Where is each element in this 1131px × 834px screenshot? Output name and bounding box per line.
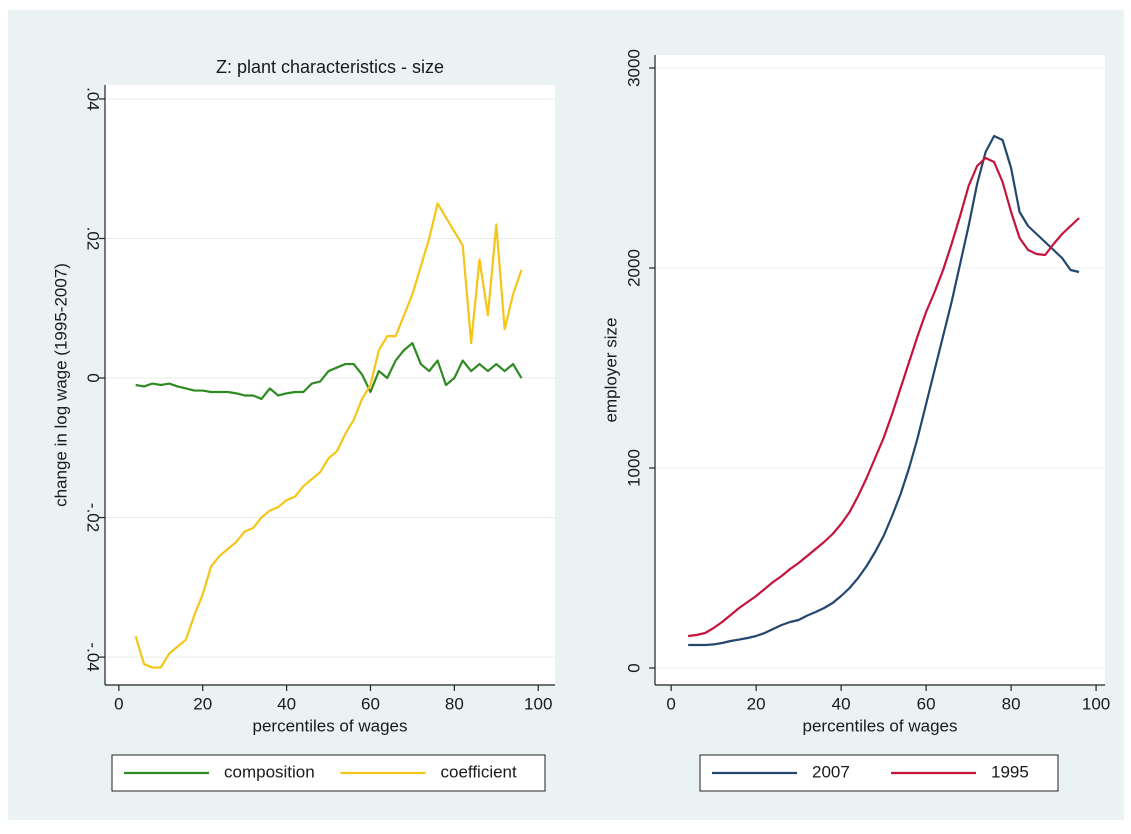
x-tick-label: 80: [445, 694, 464, 713]
y-axis-label: change in log wage (1995-2007): [51, 263, 70, 507]
y-axis-label: employer size: [601, 318, 620, 423]
x-tick-label: 100: [1082, 694, 1110, 713]
x-tick-label: 40: [277, 694, 296, 713]
chart-title: Z: plant characteristics - size: [216, 57, 444, 77]
x-tick-label: 40: [832, 694, 851, 713]
legend-label: 1995: [991, 762, 1029, 781]
x-tick-label: 0: [114, 694, 123, 713]
legend-label: coefficient: [441, 762, 518, 781]
data-line: [688, 156, 1080, 638]
y-tick-label: 3000: [624, 49, 643, 87]
x-axis-label: percentiles of wages: [253, 716, 408, 735]
y-tick-label: 0: [624, 663, 643, 672]
y-tick-label: -.02: [84, 503, 103, 532]
x-tick-label: 80: [1002, 694, 1021, 713]
legend-label: composition: [224, 762, 315, 781]
y-tick-label: 2000: [624, 249, 643, 287]
x-tick-label: 0: [666, 694, 675, 713]
x-tick-label: 60: [361, 694, 380, 713]
y-tick-label: 0: [84, 373, 103, 382]
x-axis-label: percentiles of wages: [803, 716, 958, 735]
plot-area: [105, 85, 555, 685]
y-tick-label: .04: [84, 87, 103, 111]
x-tick-label: 60: [917, 694, 936, 713]
x-tick-label: 100: [524, 694, 552, 713]
data-line: [134, 202, 523, 669]
legend-label: 2007: [812, 762, 850, 781]
y-tick-label: .02: [84, 227, 103, 251]
plot-area: [655, 55, 1105, 685]
x-tick-label: 20: [193, 694, 212, 713]
y-tick-label: 1000: [624, 449, 643, 487]
data-line: [135, 342, 523, 401]
y-tick-label: -.04: [84, 642, 103, 671]
x-tick-label: 20: [747, 694, 766, 713]
data-line: [688, 134, 1080, 647]
